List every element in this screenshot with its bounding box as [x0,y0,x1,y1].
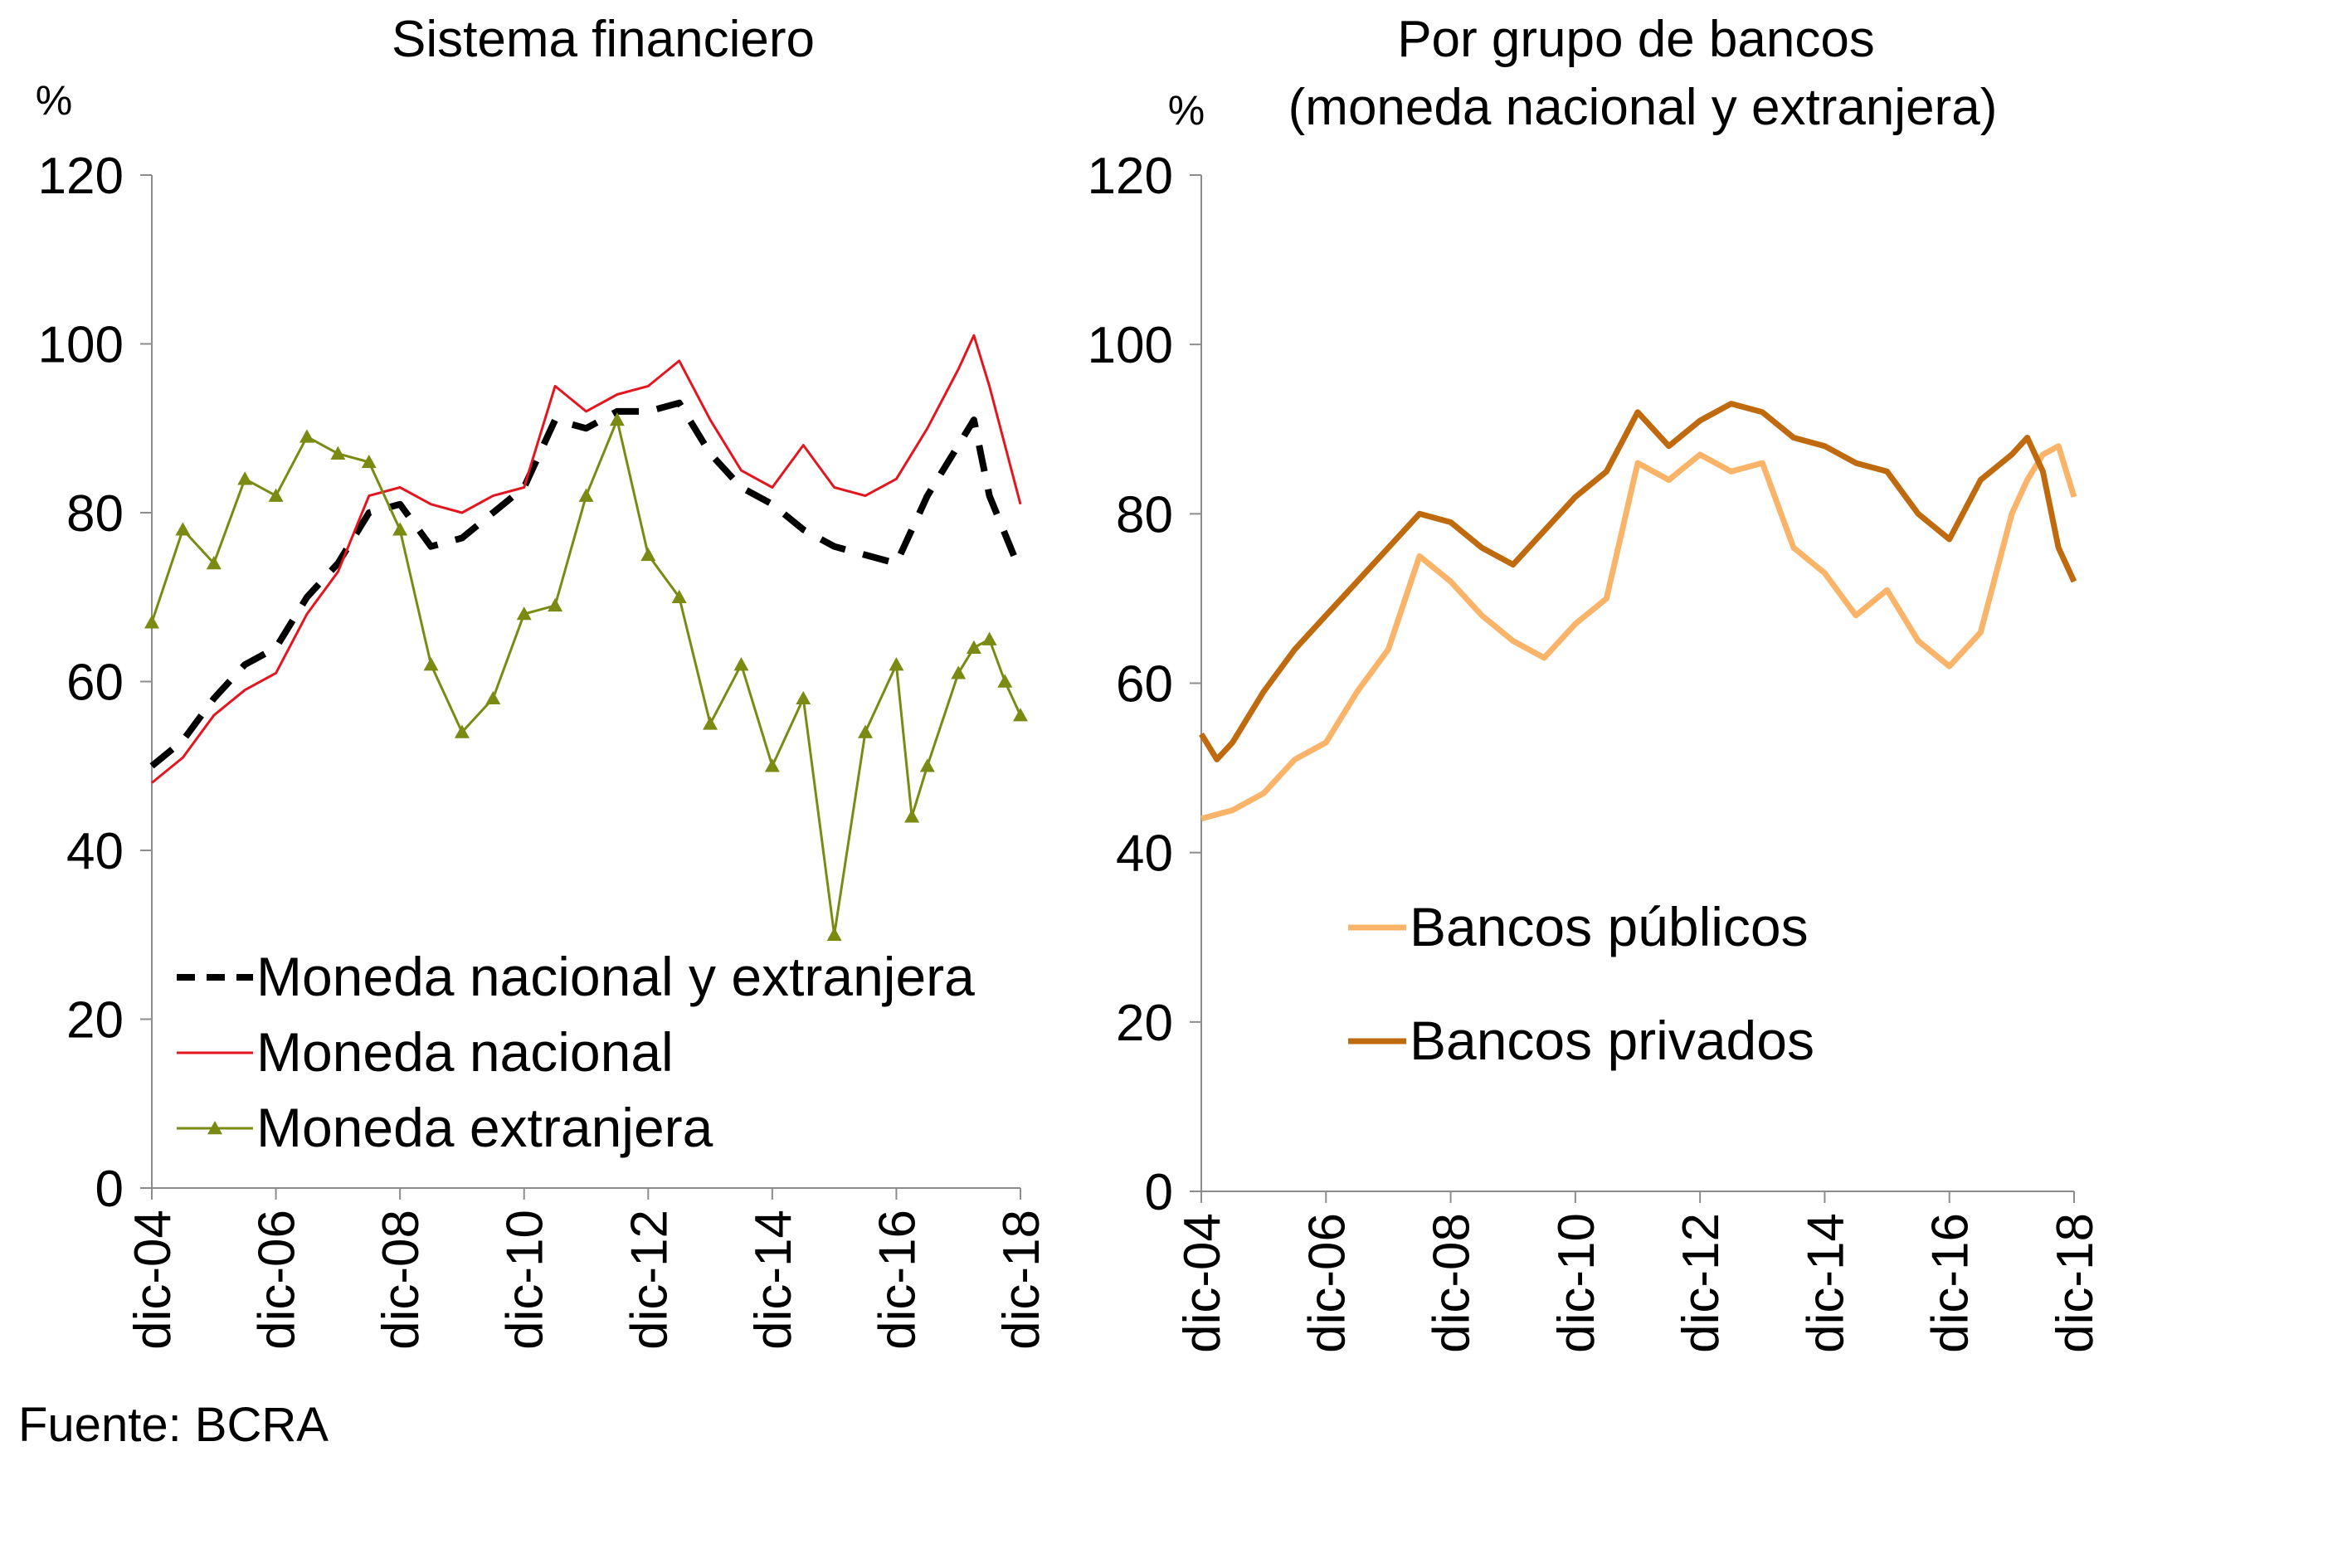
series-marker [299,429,314,443]
x-tick-label: dic-14 [1797,1213,1854,1353]
series-marker [904,809,920,823]
y-tick-label: 80 [1116,486,1173,543]
series-line-2 [151,334,1022,784]
series-marker [206,556,222,570]
series-marker [671,589,687,603]
series-line-1 [149,399,1024,769]
x-tick-label: dic-04 [1174,1213,1231,1353]
legend-label-2: Moneda nacional [256,1021,674,1083]
x-tick-label: dic-08 [373,1210,430,1350]
y-tick-label: 40 [66,823,124,880]
y-tick-label: 0 [95,1161,124,1218]
series-marker [516,606,532,621]
series-marker [919,758,935,772]
left-axes: 0 20 40 60 80 100 120 dic-04 dic-06 dic-08 dic-10 d… [38,148,1050,1350]
x-tick-label: dic-08 [1424,1213,1481,1353]
x-tick-label: dic-06 [249,1210,306,1350]
x-tick-label: dic-12 [1673,1213,1730,1353]
legend-marker [207,1121,222,1135]
y-tick-label: 120 [38,148,124,205]
y-tick-label: 80 [66,485,124,543]
series-marker [796,690,811,705]
right-axes: 0 20 40 60 80 100 120 dic-04 dic-06 dic-08 dic-10 d… [1088,148,2104,1353]
series-line-1 [1200,443,2077,822]
series-marker [454,724,470,738]
left-series [144,334,1028,941]
series-marker [423,657,439,671]
x-tick-label: dic-18 [2047,1213,2104,1353]
series-marker [966,640,981,654]
left-chart-title: Sistema financiero [392,11,815,68]
y-tick-label: 120 [1088,148,1173,205]
x-tick-label: dic-06 [1298,1213,1356,1353]
y-tick-label: 60 [1116,656,1173,713]
series-marker [640,547,656,562]
series-marker [175,522,191,536]
x-tick-label: dic-10 [497,1210,554,1350]
y-tick-label: 40 [1116,825,1173,883]
y-tick-label: 20 [1116,995,1173,1052]
left-y-unit: % [36,77,72,124]
series-marker [858,724,874,738]
legend-label-1: Moneda nacional y extranjera [256,946,975,1007]
x-tick-label: dic-14 [745,1210,802,1350]
y-tick-label: 100 [1088,317,1173,374]
right-y-unit: % [1168,87,1205,134]
series-marker [981,631,997,645]
y-tick-label: 0 [1145,1164,1173,1221]
y-tick-label: 20 [66,992,124,1049]
series-marker [703,716,718,730]
left-chart: Sistema financiero % 0 20 40 60 80 100 120 dic-… [36,11,1050,1350]
source-note: Fuente: BCRA [18,1398,329,1452]
series-marker [578,488,594,502]
series-marker [1013,708,1028,722]
series-marker [330,446,346,460]
series-marker [237,471,253,485]
series-marker [826,927,842,941]
series-marker [609,412,625,426]
y-tick-label: 100 [38,317,124,374]
right-chart: Por grupo de bancos (moneda nacional y e… [1088,11,2104,1353]
series-marker [997,674,1013,688]
right-series [1199,401,2077,822]
x-tick-label: dic-10 [1548,1213,1605,1353]
x-tick-label: dic-04 [124,1210,182,1350]
right-chart-subtitle: (moneda nacional y extranjera) [1288,79,1998,136]
series-marker [733,657,749,671]
y-tick-label: 60 [66,655,124,712]
legend-label-3: Moneda extranjera [256,1097,713,1158]
series-marker [764,758,780,772]
series-marker [548,597,563,612]
series-marker [485,690,501,705]
right-legend: Bancos públicos Bancos privados [1348,896,1814,1071]
x-tick-label: dic-16 [869,1210,926,1350]
series-marker [951,665,967,679]
x-tick-label: dic-12 [621,1210,678,1350]
left-legend: Moneda nacional y extranjera Moneda nacio… [177,946,975,1158]
series-line-2 [1199,401,2077,762]
legend-label-2: Bancos privados [1410,1010,1814,1071]
series-marker [268,488,284,502]
series-marker [361,454,377,469]
legend-label-1: Bancos públicos [1410,896,1809,957]
series-marker [392,522,408,536]
x-tick-label: dic-16 [1922,1213,1979,1353]
x-tick-label: dic-18 [993,1210,1050,1350]
series-marker [889,657,904,671]
series-marker [144,615,159,629]
right-chart-title: Por grupo de bancos [1397,11,1875,68]
